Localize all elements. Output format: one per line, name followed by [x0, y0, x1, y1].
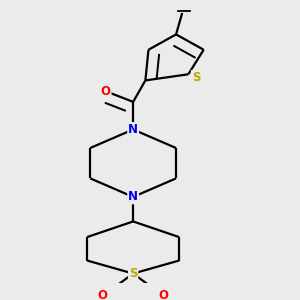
Text: O: O: [100, 85, 110, 98]
Text: N: N: [128, 190, 138, 203]
Text: O: O: [159, 289, 169, 300]
Text: N: N: [128, 123, 138, 136]
Text: O: O: [98, 289, 107, 300]
Text: S: S: [129, 267, 137, 280]
Text: S: S: [192, 71, 200, 84]
